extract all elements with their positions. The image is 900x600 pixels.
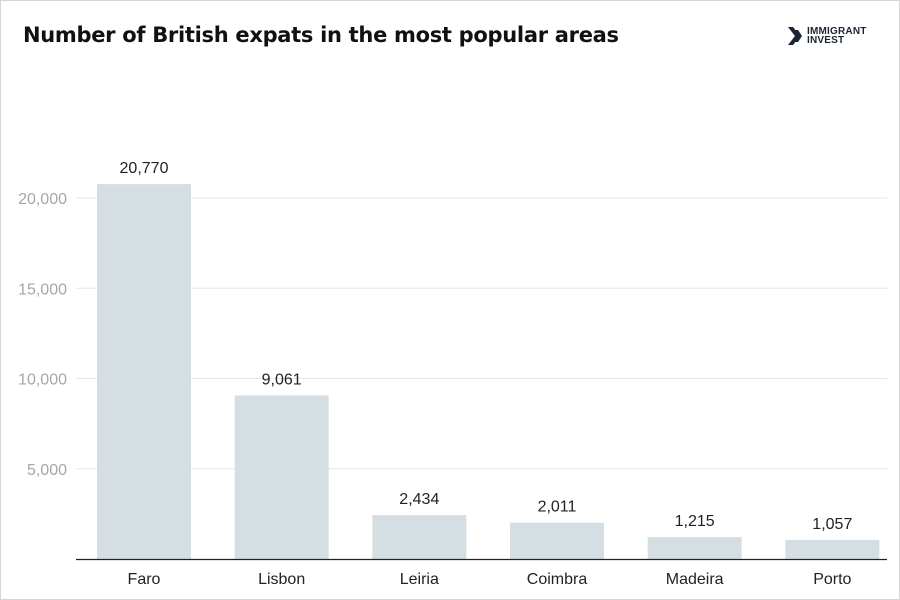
x-category-label: Faro [128, 571, 161, 588]
value-label: 2,434 [399, 491, 439, 508]
x-category-label: Lisbon [258, 571, 305, 588]
y-tick-label: 20,000 [18, 191, 67, 208]
value-label: 9,061 [262, 371, 302, 388]
logo-line-2: INVEST [807, 35, 845, 46]
y-tick-label: 15,000 [18, 281, 67, 298]
y-tick-label: 10,000 [18, 372, 67, 389]
brand-logo: IMMIGRANT INVEST [788, 26, 867, 46]
bar [372, 515, 467, 559]
chart-title: Number of British expats in the most pop… [23, 23, 619, 47]
value-label: 1,215 [675, 513, 715, 530]
bar [234, 395, 329, 559]
x-category-label: Porto [813, 571, 851, 588]
x-category-label: Leiria [400, 571, 439, 588]
bar [785, 539, 880, 559]
x-category-label: Coimbra [527, 571, 588, 588]
bar [97, 184, 191, 559]
logo-line-1: IMMIGRANT [807, 26, 867, 37]
bar [647, 537, 742, 559]
logo-wordmark: IMMIGRANT INVEST [807, 26, 867, 46]
bar [510, 522, 604, 559]
x-category-label: Madeira [666, 571, 724, 588]
value-label: 20,770 [120, 160, 169, 177]
y-tick-label: 5,000 [27, 462, 67, 479]
logo-chevron-icon [788, 27, 802, 45]
value-label: 1,057 [812, 516, 852, 533]
value-label: 2,011 [538, 499, 577, 516]
